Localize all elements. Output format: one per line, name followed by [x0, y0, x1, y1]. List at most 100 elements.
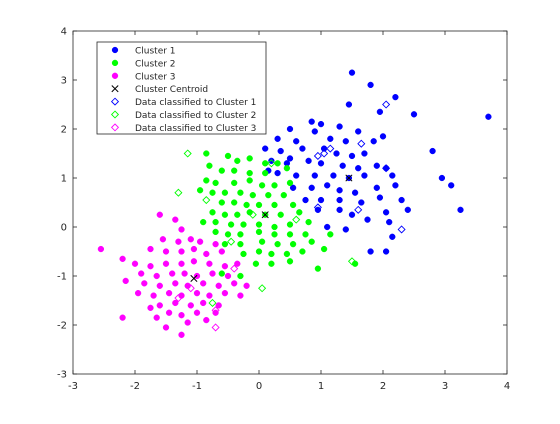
data-point [255, 248, 263, 255]
data-point [305, 218, 312, 226]
data-point [289, 241, 297, 248]
y-tick-label: 1 [61, 174, 67, 185]
x-tick-label: -3 [68, 381, 78, 392]
data-point [181, 270, 188, 277]
data-point [348, 211, 356, 218]
data-point [178, 226, 185, 233]
data-point [156, 282, 163, 289]
data-point [237, 241, 244, 248]
data-point [211, 306, 220, 315]
data-point [324, 182, 331, 189]
data-point [333, 150, 340, 157]
x-tick-label: 0 [256, 381, 262, 392]
legend-entry-label: Cluster 3 [135, 72, 176, 82]
data-point [286, 125, 294, 133]
data-point [237, 189, 244, 196]
data-point [196, 187, 204, 194]
series-5 [313, 100, 406, 234]
data-point [262, 145, 269, 152]
data-point [231, 280, 238, 287]
data-point [209, 270, 216, 277]
data-point [224, 231, 232, 238]
data-point [317, 160, 325, 167]
data-point [221, 241, 229, 248]
data-point [243, 282, 250, 289]
data-point [178, 260, 185, 267]
data-point [373, 162, 380, 169]
y-tick-label: 3 [61, 76, 67, 87]
data-point [147, 245, 154, 253]
data-point [206, 162, 213, 169]
data-point [283, 250, 291, 258]
data-point [382, 165, 390, 172]
data-point [221, 211, 229, 218]
y-tick-label: 0 [61, 223, 67, 234]
data-point [364, 216, 371, 223]
series-7 [174, 264, 239, 332]
data-point [327, 135, 334, 142]
x-tick-label: 3 [442, 381, 448, 392]
data-point [193, 290, 201, 297]
data-point [231, 199, 238, 206]
data-point [262, 160, 269, 167]
data-point [314, 265, 322, 272]
data-point [187, 236, 194, 243]
data-point [248, 210, 257, 219]
data-point [258, 182, 266, 189]
data-point [342, 138, 349, 145]
data-point [153, 314, 160, 321]
data-point [147, 304, 154, 312]
data-point [410, 111, 418, 118]
legend-marker [110, 123, 120, 132]
data-point [320, 245, 328, 253]
data-point [326, 144, 335, 153]
data-point [224, 152, 232, 160]
data-point [398, 196, 405, 204]
data-point [313, 203, 322, 212]
data-point [165, 290, 173, 297]
data-point [246, 155, 253, 162]
data-point [280, 192, 287, 199]
data-point [485, 113, 492, 120]
data-point [147, 263, 154, 270]
data-point [267, 159, 276, 168]
data-point [246, 169, 253, 177]
data-point [203, 177, 210, 184]
data-point [286, 221, 294, 228]
data-point [283, 165, 291, 172]
data-point [172, 216, 179, 223]
data-point [230, 264, 239, 273]
legend-marker [111, 85, 119, 93]
data-point [212, 241, 219, 248]
data-point [200, 218, 207, 226]
data-point [336, 123, 343, 130]
data-point [190, 274, 198, 283]
data-point [308, 118, 315, 125]
data-point [212, 179, 219, 187]
data-point [218, 199, 225, 206]
data-point [178, 312, 185, 319]
data-point [339, 162, 346, 169]
data-point [382, 100, 391, 109]
legend-entry-label: Data classified to Cluster 3 [135, 124, 256, 134]
data-point [311, 172, 318, 179]
y-tick-label: 4 [61, 27, 67, 38]
data-point [240, 250, 247, 258]
data-point [327, 231, 334, 238]
data-point [212, 218, 219, 226]
data-point [211, 323, 220, 332]
data-point [221, 290, 229, 297]
data-point [351, 189, 359, 196]
data-point [206, 260, 213, 267]
data-point [389, 233, 396, 240]
data-point [289, 201, 297, 209]
data-point [178, 331, 185, 338]
data-point [382, 164, 391, 173]
data-point [348, 69, 356, 76]
data-point [258, 238, 266, 245]
data-point [274, 169, 281, 177]
data-point [293, 172, 300, 179]
data-point [289, 184, 297, 191]
data-point [286, 231, 294, 238]
